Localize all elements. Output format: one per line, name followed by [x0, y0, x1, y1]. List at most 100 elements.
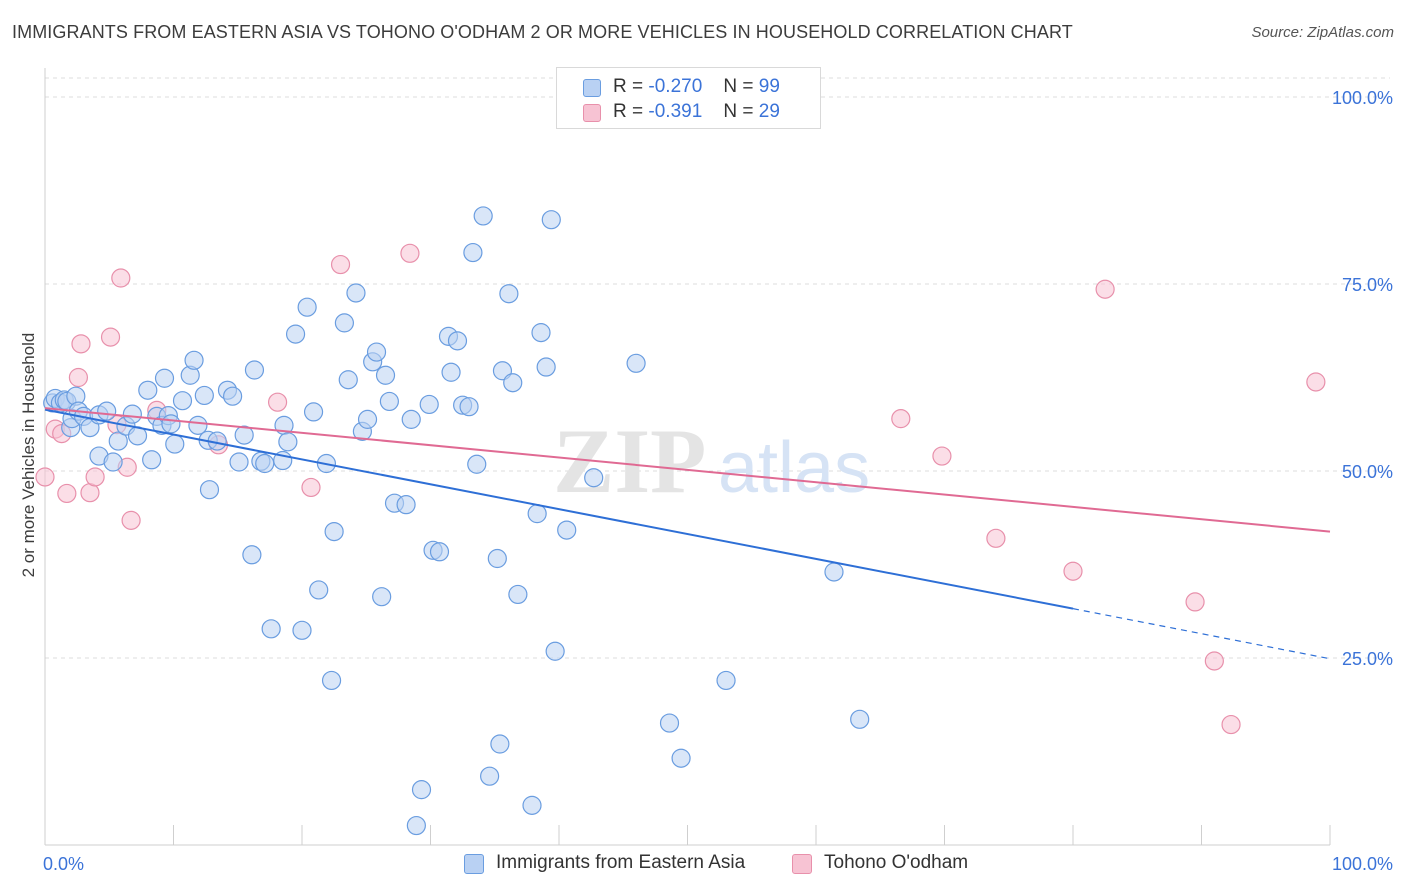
n-label: N =	[723, 101, 754, 122]
blue-data-point	[103, 452, 123, 472]
blue-data-point	[522, 795, 542, 815]
blue-data-point	[172, 391, 193, 411]
pink-data-point	[1185, 592, 1205, 612]
blue-data-point	[122, 404, 142, 424]
blue-data-point	[499, 284, 519, 304]
pink-data-point	[301, 477, 321, 498]
pink-data-point	[1306, 372, 1326, 392]
blue-data-point	[411, 780, 432, 800]
pink-data-point	[330, 254, 351, 275]
pink-data-point	[57, 483, 77, 504]
pink-data-point	[35, 467, 55, 487]
pink-data-point	[400, 243, 420, 263]
r-label: R =	[613, 76, 644, 97]
blue-data-point	[429, 542, 450, 562]
blue-data-point	[375, 365, 396, 385]
pink-data-point	[1221, 714, 1241, 735]
chart-title: IMMIGRANTS FROM EASTERN ASIA VS TOHONO O…	[12, 22, 1073, 42]
blue-legend-swatch	[464, 854, 484, 874]
legend-label: Tohono O'odham	[824, 852, 969, 873]
stats-legend: R = -0.270 N = 99 R = -0.391 N = 29	[556, 67, 821, 129]
x-tick-label: 100.0%	[1332, 854, 1393, 874]
trendlines	[44, 407, 1331, 660]
pink-data-point	[1204, 651, 1224, 671]
blue-data-point	[154, 368, 175, 388]
blue-data-point	[297, 297, 317, 317]
axes	[44, 68, 1331, 846]
blue-data-point	[447, 331, 468, 351]
blue-data-point	[184, 350, 204, 370]
n-label: N =	[723, 76, 754, 97]
blue-data-point	[108, 431, 128, 451]
blue-data-point	[473, 206, 493, 226]
pink-data-point	[986, 528, 1006, 548]
r-label: R =	[613, 101, 644, 122]
blue-data-point	[850, 709, 870, 729]
blue-data-point	[671, 748, 691, 768]
pink-series-points	[35, 83, 1326, 735]
blue-data-point	[463, 242, 483, 263]
blue-data-point	[194, 385, 214, 406]
pink-data-point	[1095, 279, 1115, 299]
blue-data-point	[261, 619, 281, 639]
source-label: Source: ZipAtlas.com	[1251, 24, 1394, 41]
r-value: -0.391	[648, 101, 703, 122]
pink-data-point	[121, 510, 141, 530]
blue-data-point	[626, 353, 646, 373]
blue-data-point	[503, 373, 523, 393]
blue-data-point	[531, 323, 551, 343]
y-axis-label: 2 or more Vehicles in Household	[19, 332, 38, 578]
blue-data-point	[255, 453, 275, 474]
blue-data-point	[396, 495, 416, 515]
y-tick-labels: 25.0% 50.0% 75.0% 100.0%	[1332, 88, 1393, 669]
blue-data-point	[199, 480, 220, 500]
blue-data-point	[824, 562, 844, 582]
blue-data-point	[138, 380, 158, 400]
blue-data-point	[716, 670, 736, 691]
blue-trendline-extension	[1072, 608, 1331, 660]
pink-data-point	[932, 446, 952, 466]
pink-data-point	[1063, 561, 1083, 581]
blue-data-point	[527, 504, 547, 524]
blue-trendline	[44, 408, 1074, 610]
blue-data-point	[309, 580, 329, 600]
blue-data-point	[285, 324, 306, 344]
blue-data-point	[459, 397, 479, 417]
pink-data-point	[267, 392, 288, 412]
pink-data-point	[111, 268, 131, 288]
pink-data-point	[85, 467, 105, 487]
blue-data-point	[366, 342, 387, 362]
watermark-zip: ZIP	[553, 410, 706, 512]
blue-data-point	[324, 521, 344, 542]
blue-data-point	[487, 548, 507, 569]
blue-data-point	[379, 391, 399, 412]
blue-data-point	[242, 545, 262, 565]
blue-data-point	[659, 713, 680, 733]
pink-legend-swatch	[792, 854, 812, 874]
blue-data-point	[357, 409, 378, 429]
pink-data-point	[891, 409, 911, 429]
blue-data-point	[406, 815, 426, 836]
blue-data-point	[303, 402, 324, 422]
y-tick-label: 25.0%	[1342, 649, 1393, 669]
blue-data-point	[188, 415, 208, 435]
pink-trendline	[44, 407, 1331, 533]
r-value: -0.270	[648, 76, 703, 97]
blue-data-point	[419, 394, 439, 415]
blue-data-point	[372, 587, 392, 607]
n-value: 29	[758, 101, 780, 122]
blue-data-point	[536, 357, 556, 377]
blue-data-point	[321, 670, 342, 691]
blue-data-point	[441, 362, 461, 382]
blue-data-point	[142, 450, 162, 470]
n-value: 99	[758, 76, 780, 97]
blue-data-point	[545, 641, 565, 661]
blue-data-point	[278, 432, 298, 452]
blue-data-point	[165, 434, 185, 454]
blue-data-point	[338, 370, 358, 390]
blue-data-point	[97, 401, 117, 421]
blue-data-point	[557, 520, 577, 540]
pink-data-point	[68, 367, 89, 388]
blue-data-point	[346, 283, 366, 303]
pink-data-point	[100, 327, 121, 347]
